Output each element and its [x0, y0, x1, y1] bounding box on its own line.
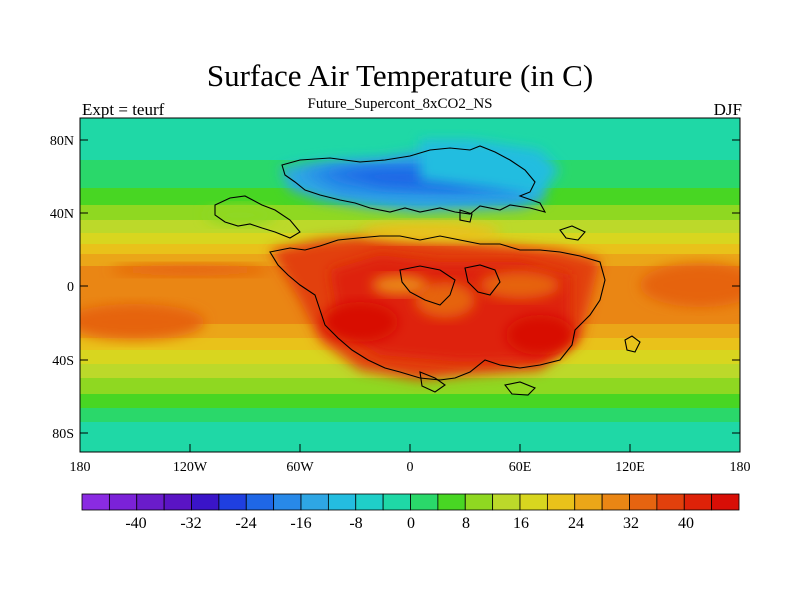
chart-subtitle: Future_Supercont_8xCO2_NS — [307, 96, 493, 112]
colorbar-label: -24 — [235, 515, 256, 532]
x-axis-labels: 180 120W 60W 0 60E 120E 180 — [70, 460, 751, 475]
colorbar-swatch — [327, 493, 357, 511]
map-field — [80, 118, 740, 452]
colorbar-label: 0 — [407, 515, 415, 532]
colorbar-swatch — [136, 493, 165, 511]
x-tick-label: 120W — [173, 460, 208, 475]
coastlines — [214, 145, 641, 396]
colorbar-swatch — [108, 493, 138, 511]
tick-marks — [79, 139, 741, 452]
y-axis-labels: 80N 40N 0 40S 80S — [50, 134, 74, 442]
colorbar-swatch — [300, 493, 329, 511]
colorbar-swatch — [629, 493, 658, 511]
colorbar-swatch — [464, 493, 494, 511]
colorbar-label: -8 — [349, 515, 362, 532]
season-label: DJF — [713, 100, 742, 119]
colorbar-swatch — [245, 493, 275, 511]
colorbar-swatch — [711, 493, 740, 511]
colorbar-swatch — [656, 493, 685, 511]
colorbar-swatch — [382, 493, 411, 511]
colorbar-label: 24 — [568, 515, 584, 532]
colorbar-swatch — [519, 493, 548, 511]
x-tick-label: 180 — [70, 460, 91, 475]
chart-title: Surface Air Temperature (in C) — [206, 58, 594, 93]
colorbar-label: 16 — [513, 515, 529, 532]
colorbar-swatch — [81, 493, 110, 511]
colorbar-swatch — [492, 493, 521, 511]
y-tick-label: 40N — [50, 207, 74, 222]
colorbar-label: -40 — [125, 515, 146, 532]
colorbar — [81, 493, 740, 511]
colorbar-label: 40 — [678, 515, 694, 532]
colorbar-swatch — [218, 493, 247, 511]
colorbar-label: 8 — [462, 515, 470, 532]
colorbar-swatch — [273, 493, 302, 511]
y-tick-label: 80S — [52, 427, 74, 442]
colorbar-swatch — [601, 493, 630, 511]
colorbar-label: 32 — [623, 515, 639, 532]
colorbar-labels: -40 -32 -24 -16 -8 0 8 16 24 32 40 — [125, 515, 694, 532]
colorbar-swatch — [410, 493, 439, 511]
y-tick-label: 0 — [67, 280, 74, 295]
y-tick-label: 80N — [50, 134, 74, 149]
colorbar-swatch — [683, 493, 713, 511]
colorbar-label: -32 — [180, 515, 201, 532]
x-tick-label: 60W — [286, 460, 314, 475]
x-tick-label: 180 — [730, 460, 751, 475]
colorbar-swatch — [191, 493, 220, 511]
x-tick-label: 0 — [407, 460, 414, 475]
y-tick-label: 40S — [52, 354, 74, 369]
x-tick-label: 60E — [509, 460, 532, 475]
x-tick-label: 120E — [615, 460, 645, 475]
colorbar-swatch — [163, 493, 192, 511]
colorbar-swatch — [437, 493, 466, 511]
colorbar-swatch — [574, 493, 603, 511]
experiment-label: Expt = teurf — [82, 100, 165, 119]
colorbar-label: -16 — [290, 515, 311, 532]
colorbar-swatch — [546, 493, 576, 511]
colorbar-swatch — [355, 493, 384, 511]
